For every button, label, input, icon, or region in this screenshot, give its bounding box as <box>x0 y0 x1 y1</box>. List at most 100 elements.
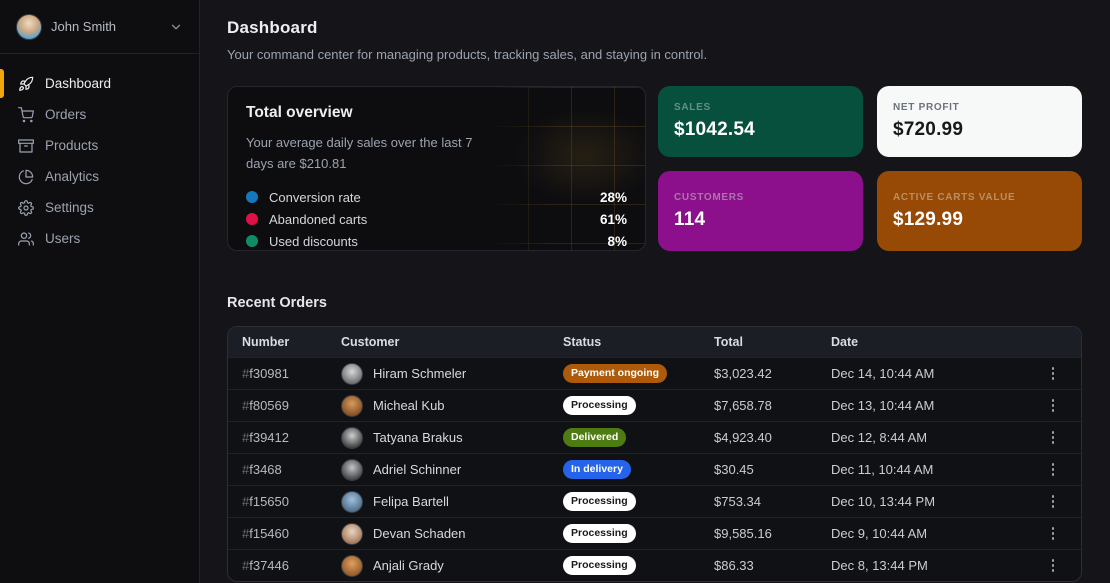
order-total: $30.45 <box>714 462 754 477</box>
order-total: $9,585.16 <box>714 526 772 541</box>
sidebar-item-label: Analytics <box>45 169 100 184</box>
table-row: #f15650 Felipa Bartell Processing $753.3… <box>228 485 1081 517</box>
stat-card-net-profit: NET PROFIT $720.99 <box>877 86 1082 157</box>
chevron-down-icon <box>169 20 183 34</box>
row-menu-button[interactable] <box>1039 427 1067 448</box>
recent-orders-title: Recent Orders <box>227 295 327 311</box>
table-row: #f39412 Tatyana Brakus Delivered $4,923.… <box>228 421 1081 453</box>
customer-name: Adriel Schinner <box>373 462 462 477</box>
order-status: Payment ongoing <box>563 363 714 384</box>
kebab-icon <box>1051 399 1055 402</box>
page-title: Dashboard <box>227 18 318 37</box>
order-date: Dec 11, 10:44 AM <box>831 462 934 477</box>
order-customer: Hiram Schmeler <box>341 362 563 385</box>
table-header-row: Number Customer Status Total Date <box>228 327 1081 357</box>
stats-grid: SALES $1042.54 NET PROFIT $720.99 CUSTOM… <box>658 86 1082 251</box>
customer-avatar <box>341 490 363 513</box>
order-date: Dec 10, 13:44 PM <box>831 494 936 509</box>
status-badge: Delivered <box>563 427 627 448</box>
user-avatar <box>16 13 42 40</box>
order-total: $753.34 <box>714 494 761 509</box>
gear-icon <box>18 199 34 216</box>
stat-value: 114 <box>674 208 706 230</box>
table-row: #f80569 Micheal Kub Processing $7,658.78… <box>228 389 1081 421</box>
kebab-icon <box>1051 463 1055 466</box>
row-menu-button[interactable] <box>1039 459 1067 480</box>
sidebar-item-dashboard[interactable]: Dashboard <box>0 68 199 99</box>
legend-dot <box>246 213 258 226</box>
order-status: In delivery <box>563 459 714 480</box>
order-date: Dec 9, 10:44 AM <box>831 526 928 541</box>
order-customer: Micheal Kub <box>341 394 563 417</box>
row-menu-button[interactable] <box>1039 523 1067 544</box>
pie-chart-icon <box>18 169 34 185</box>
order-date: Dec 14, 10:44 AM <box>831 366 935 381</box>
sidebar-item-users[interactable]: Users <box>0 223 199 254</box>
legend-dot <box>246 235 258 248</box>
column-header-customer: Customer <box>341 335 400 349</box>
customer-avatar <box>341 426 363 449</box>
status-badge: Processing <box>563 395 636 416</box>
order-status: Processing <box>563 555 714 576</box>
column-header-total: Total <box>714 335 743 349</box>
stat-card-sales: SALES $1042.54 <box>658 86 863 157</box>
orders-table: Number Customer Status Total Date #f3098… <box>227 326 1082 582</box>
customer-name: Hiram Schmeler <box>373 366 467 381</box>
legend-value: 28% <box>599 189 627 205</box>
order-total: $4,923.40 <box>714 430 772 445</box>
order-customer: Felipa Bartell <box>341 490 563 513</box>
status-badge: In delivery <box>563 459 631 480</box>
order-total: $3,023.42 <box>714 366 772 381</box>
order-customer: Anjali Grady <box>341 554 563 577</box>
stat-value: $720.99 <box>893 119 964 140</box>
sidebar-item-label: Users <box>45 231 81 246</box>
cart-icon <box>18 106 34 123</box>
column-header-status: Status <box>563 335 602 349</box>
sidebar-item-label: Orders <box>45 107 87 122</box>
order-status: Processing <box>563 491 714 512</box>
row-menu-button[interactable] <box>1039 363 1067 384</box>
sidebar-item-settings[interactable]: Settings <box>0 192 199 223</box>
total-overview-card: Total overview Your average daily sales … <box>227 86 646 251</box>
sidebar-item-analytics[interactable]: Analytics <box>0 161 199 192</box>
sidebar-item-products[interactable]: Products <box>0 130 199 161</box>
customer-name: Tatyana Brakus <box>373 430 463 445</box>
status-badge: Processing <box>563 523 636 544</box>
status-badge: Payment ongoing <box>563 363 668 384</box>
order-number: #f30981 <box>242 366 289 381</box>
sidebar-item-label: Dashboard <box>45 76 112 91</box>
user-name: John Smith <box>51 19 117 34</box>
row-menu-button[interactable] <box>1039 491 1067 512</box>
stat-card-customers: CUSTOMERS 114 <box>658 171 863 251</box>
kebab-icon <box>1051 527 1055 530</box>
sidebar-item-orders[interactable]: Orders <box>0 99 199 130</box>
customer-avatar <box>341 394 363 417</box>
stat-label: NET PROFIT <box>893 102 960 113</box>
order-customer: Adriel Schinner <box>341 458 563 481</box>
legend-label: Used discounts <box>269 233 358 249</box>
customer-avatar <box>341 362 363 385</box>
customer-avatar <box>341 554 363 577</box>
sidebar-item-label: Products <box>45 138 99 153</box>
column-header-date: Date <box>831 335 859 349</box>
stat-label: SALES <box>674 102 711 113</box>
overview-legend: Conversion rate 28% Abandoned carts 61% … <box>246 189 627 250</box>
legend-value: 61% <box>599 211 627 227</box>
table-row: #f15460 Devan Schaden Processing $9,585.… <box>228 517 1081 549</box>
main-content: Dashboard Your command center for managi… <box>200 0 1110 583</box>
order-date: Dec 8, 13:44 PM <box>831 558 928 573</box>
row-menu-button[interactable] <box>1039 395 1067 416</box>
row-menu-button[interactable] <box>1039 555 1067 576</box>
order-number: #f3468 <box>242 462 282 477</box>
stat-value: $1042.54 <box>674 119 755 140</box>
legend-value: 8% <box>607 233 627 249</box>
user-menu[interactable]: John Smith <box>0 0 199 54</box>
kebab-icon <box>1051 559 1055 562</box>
users-icon <box>18 231 34 247</box>
sidebar: John Smith Dashboard Orders Products Ana… <box>0 0 200 583</box>
page-subtitle: Your command center for managing product… <box>227 47 708 62</box>
customer-avatar <box>341 522 363 545</box>
order-number: #f37446 <box>242 558 289 573</box>
sidebar-item-label: Settings <box>45 200 94 215</box>
stat-value: $129.99 <box>893 208 964 230</box>
